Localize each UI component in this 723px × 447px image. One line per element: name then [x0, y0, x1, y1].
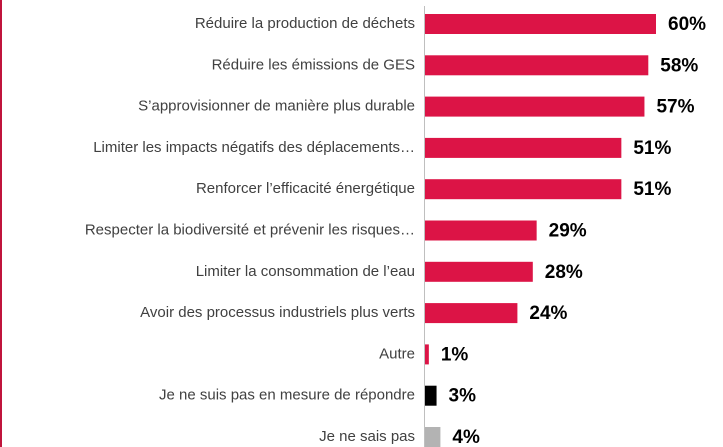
value-label: 57%: [656, 97, 694, 118]
bar: [425, 96, 645, 117]
category-label: Renforcer l’efficacité énergétique: [196, 180, 415, 197]
value-label: 3%: [449, 386, 477, 407]
category-label: Avoir des processus industriels plus ver…: [140, 304, 415, 321]
bar: [425, 179, 622, 200]
bar: [425, 14, 656, 34]
value-label: 4%: [452, 427, 480, 447]
value-label: 51%: [633, 179, 671, 200]
category-label: Respecter la biodiversité et prévenir le…: [85, 221, 415, 238]
bar: [425, 261, 533, 282]
category-label: Je ne sais pas: [319, 428, 415, 445]
bar: [425, 137, 622, 158]
category-label: Limiter la consommation de l’eau: [196, 263, 415, 280]
bar: [425, 303, 518, 324]
left-border: [0, 0, 2, 447]
category-label: Limiter les impacts négatifs des déplace…: [93, 139, 415, 156]
category-label: Réduire la production de déchets: [195, 15, 415, 32]
value-label: 28%: [545, 262, 583, 283]
value-label: 58%: [660, 55, 698, 76]
value-label: 51%: [633, 138, 671, 159]
bar: [425, 427, 441, 447]
category-label: Autre: [379, 345, 415, 362]
value-label: 1%: [441, 344, 469, 365]
bar: [425, 55, 649, 76]
category-label: Je ne suis pas en mesure de répondre: [159, 387, 415, 404]
category-label: Réduire les émissions de GES: [212, 56, 415, 73]
value-label: 24%: [529, 303, 567, 324]
category-label: S’approvisionner de manière plus durable: [138, 98, 415, 115]
bar: [425, 344, 429, 365]
bar: [425, 385, 437, 406]
bar: [425, 220, 537, 241]
value-label: 60%: [668, 14, 706, 35]
value-label: 29%: [549, 221, 587, 242]
